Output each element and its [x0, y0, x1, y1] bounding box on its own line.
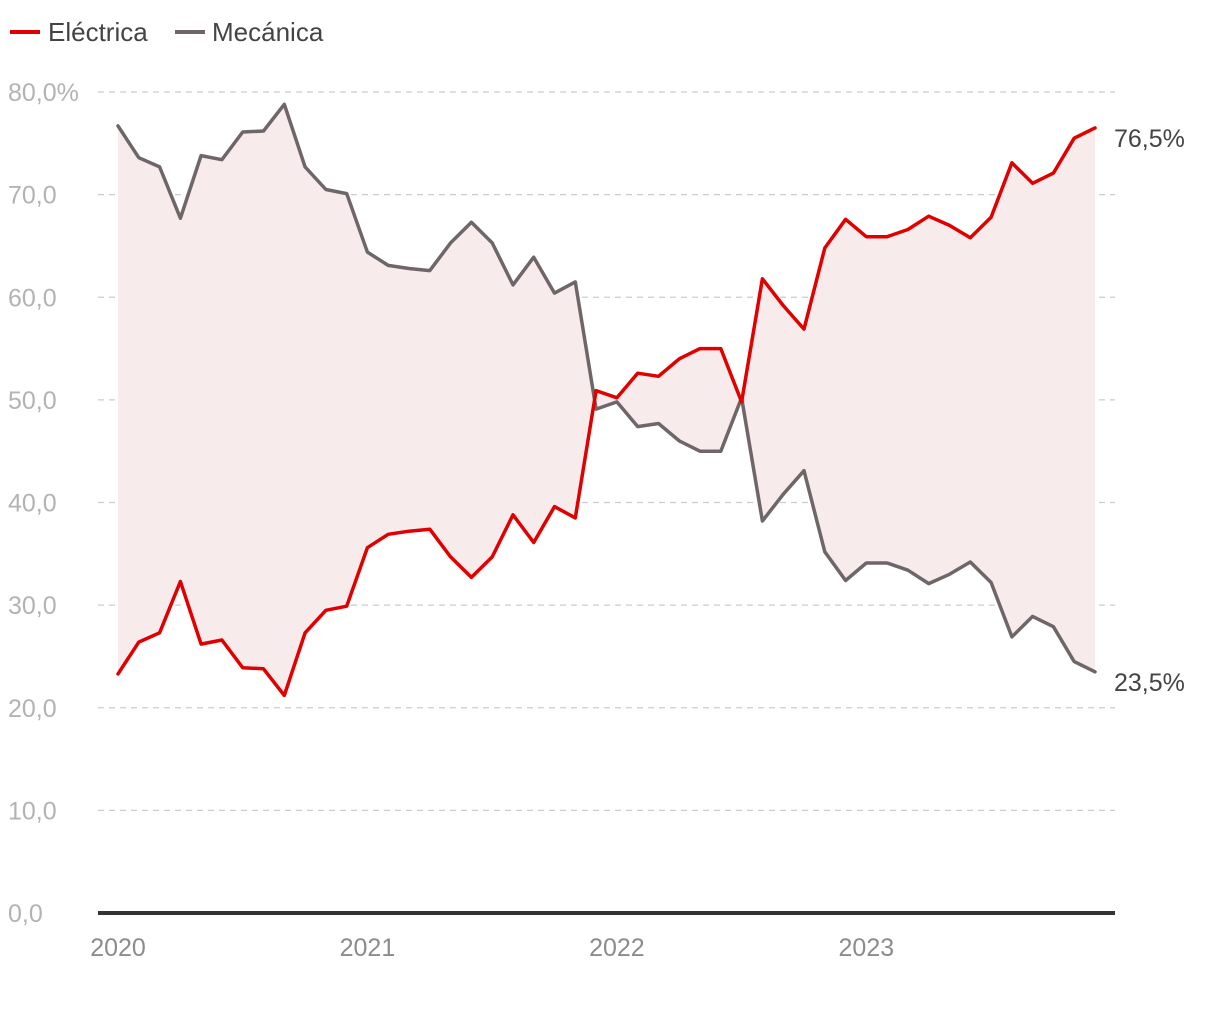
legend-label-electrica: Eléctrica: [48, 17, 148, 47]
end-label-electrica: 76,5%: [1114, 125, 1185, 153]
y-axis: 0,0 10,0 20,0 30,0 40,0 50,0 60,0 70,0 80,0%: [8, 79, 79, 928]
legend-item-electrica[interactable]: Eléctrica: [10, 17, 148, 47]
y-tick-label-10: 10,0: [8, 797, 57, 825]
end-labels: 23,5% 76,5%: [1114, 125, 1185, 697]
x-tick-label-2022: 2022: [589, 934, 645, 962]
y-tick-label-80: 80,0%: [8, 79, 79, 107]
y-tick-label-50: 50,0: [8, 387, 57, 415]
series-lines: [116, 102, 1097, 698]
series-line-mecanica: [116, 102, 1097, 674]
fill-between-band: [118, 104, 1095, 696]
x-tick-label-2020: 2020: [90, 934, 146, 962]
y-tick-label-40: 40,0: [8, 490, 57, 518]
y-tick-label-70: 70,0: [8, 182, 57, 210]
legend-label-mecanica: Mecánica: [212, 17, 324, 47]
x-tick-label-2021: 2021: [340, 934, 396, 962]
legend: Eléctrica Mecánica: [10, 17, 324, 47]
x-tick-label-2023: 2023: [839, 934, 895, 962]
y-tick-label-20: 20,0: [8, 695, 57, 723]
x-axis: 2020 2021 2022 2023: [90, 934, 894, 962]
y-tick-label-30: 30,0: [8, 592, 57, 620]
legend-item-mecanica[interactable]: Mecánica: [175, 17, 324, 47]
series-line-electrica: [116, 126, 1097, 698]
y-tick-label-60: 60,0: [8, 284, 57, 312]
y-tick-label-0: 0,0: [8, 900, 43, 928]
end-label-mecanica: 23,5%: [1114, 669, 1185, 697]
